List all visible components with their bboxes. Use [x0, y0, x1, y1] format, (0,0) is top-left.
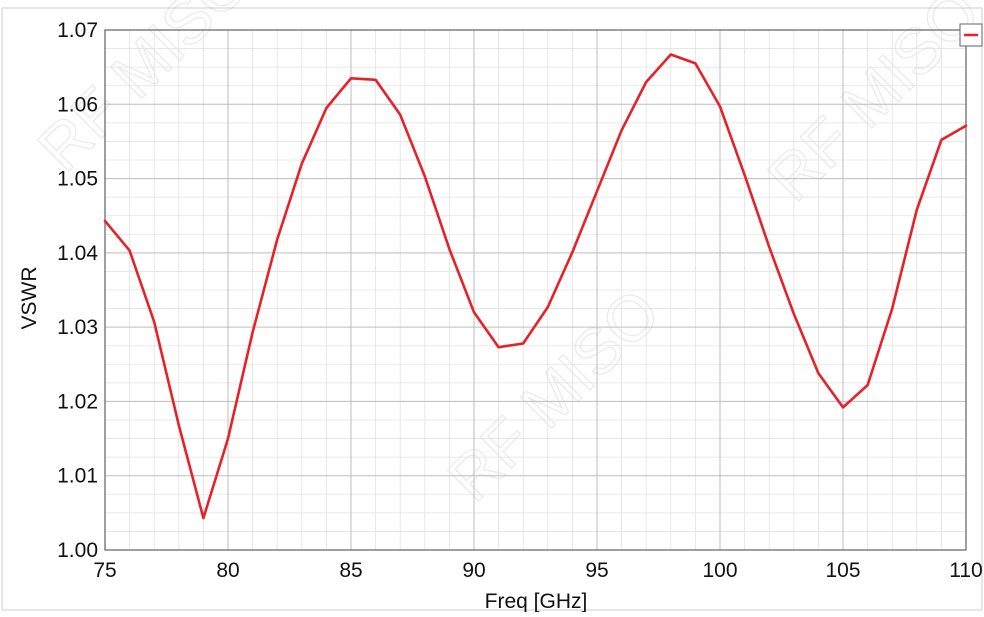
- x-tick-label: 110: [949, 559, 982, 582]
- series-layer: [103, 53, 968, 520]
- legend[interactable]: [959, 23, 983, 47]
- x-tick-label: 95: [585, 559, 608, 582]
- x-tick-label: 100: [702, 559, 737, 582]
- x-tick-label: 90: [462, 559, 485, 582]
- y-tick-label: 1.00: [57, 539, 98, 562]
- x-tick-label: 105: [825, 559, 860, 582]
- x-tick-label: 80: [216, 559, 239, 582]
- plot-area: [104, 29, 967, 551]
- y-tick-label: 1.07: [57, 19, 98, 42]
- minor-grid: [105, 30, 966, 550]
- y-tick-label: 1.05: [57, 168, 98, 191]
- y-tick-label: 1.03: [57, 316, 98, 339]
- x-axis-ticks: 75 80 85 90 95 100 105 110: [93, 559, 982, 582]
- y-axis-label: VSWR: [18, 267, 41, 330]
- y-axis-ticks: 1.00 1.01 1.02 1.03 1.04 1.05 1.06 1.07: [57, 19, 98, 562]
- vswr-series-line: [103, 53, 968, 520]
- x-axis-label: Freq [GHz]: [485, 590, 588, 612]
- x-tick-label: 75: [93, 559, 116, 582]
- x-tick-label: 85: [339, 559, 362, 582]
- y-tick-label: 1.01: [57, 465, 98, 488]
- y-tick-label: 1.04: [57, 242, 98, 265]
- y-tick-label: 1.02: [57, 390, 98, 413]
- y-tick-label: 1.06: [57, 93, 98, 116]
